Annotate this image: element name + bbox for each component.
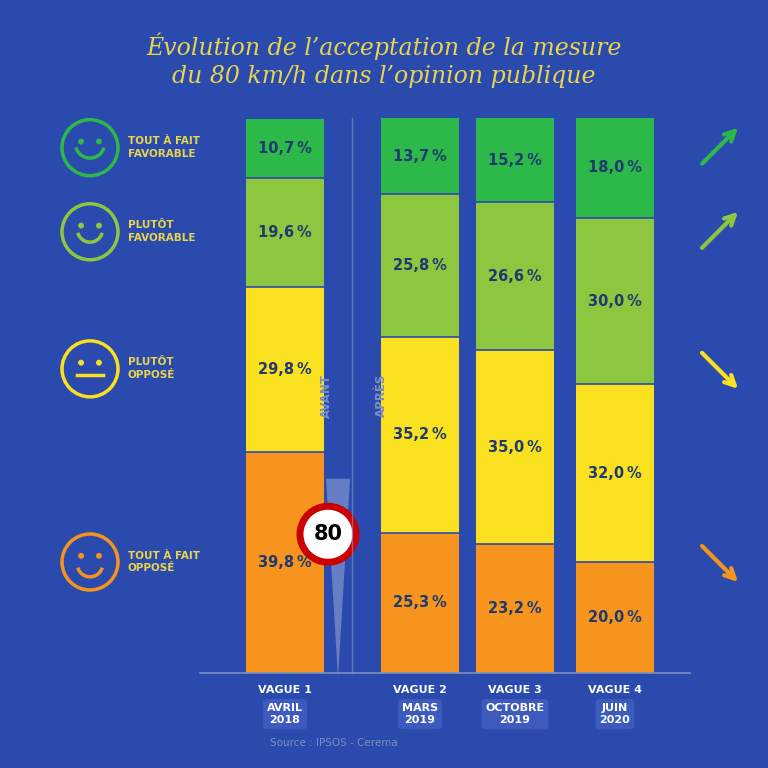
Text: PLUTÔT
OPPOSÉ: PLUTÔT OPPOSÉ [128, 357, 175, 380]
Text: PLUTÔT
FAVORABLE: PLUTÔT FAVORABLE [128, 220, 196, 243]
Text: 29,8 %: 29,8 % [258, 362, 312, 377]
Text: 30,0 %: 30,0 % [588, 293, 642, 309]
Bar [576, 118, 654, 218]
Text: Évolution de l’acceptation de la mesure: Évolution de l’acceptation de la mesure [147, 33, 621, 61]
Bar [476, 118, 554, 202]
Text: 32,0 %: 32,0 % [588, 465, 642, 481]
Bar [476, 350, 554, 545]
Text: AVANT: AVANT [320, 373, 333, 418]
Text: 35,2 %: 35,2 % [393, 428, 447, 442]
Text: 19,6 %: 19,6 % [258, 225, 312, 240]
Circle shape [79, 223, 83, 228]
Text: 80: 80 [313, 525, 343, 545]
Text: VAGUE 2: VAGUE 2 [393, 685, 447, 695]
Text: VAGUE 3: VAGUE 3 [488, 685, 542, 695]
Circle shape [79, 139, 83, 144]
Text: 39,8 %: 39,8 % [258, 555, 312, 570]
Circle shape [79, 554, 83, 558]
Bar [381, 194, 459, 337]
Text: 23,2 %: 23,2 % [488, 601, 541, 616]
Text: VAGUE 4: VAGUE 4 [588, 685, 642, 695]
Bar [246, 118, 324, 178]
Text: du 80 km/h dans l’opinion publique: du 80 km/h dans l’opinion publique [172, 65, 596, 88]
Bar [246, 178, 324, 286]
Bar [576, 385, 654, 562]
Text: TOUT À FAIT
FAVORABLE: TOUT À FAIT FAVORABLE [128, 136, 200, 159]
Bar [476, 545, 554, 673]
Text: 25,8 %: 25,8 % [393, 258, 447, 273]
Circle shape [97, 360, 101, 365]
Text: 15,2 %: 15,2 % [488, 153, 542, 167]
Circle shape [79, 360, 83, 365]
Bar [576, 562, 654, 673]
Bar [381, 532, 459, 673]
Text: 26,6 %: 26,6 % [488, 269, 541, 283]
Text: AVRIL
2018: AVRIL 2018 [267, 703, 303, 726]
Text: APRÈS: APRÈS [375, 374, 388, 417]
Bar [381, 118, 459, 194]
Text: 25,3 %: 25,3 % [393, 595, 447, 611]
Text: OCTOBRE
2019: OCTOBRE 2019 [485, 703, 545, 726]
Bar [246, 286, 324, 452]
Text: 13,7 %: 13,7 % [393, 148, 447, 164]
Text: JUIN
2020: JUIN 2020 [600, 703, 631, 726]
Circle shape [97, 554, 101, 558]
Bar [246, 452, 324, 673]
Circle shape [97, 139, 101, 144]
Bar [576, 218, 654, 385]
Text: 10,7 %: 10,7 % [258, 141, 312, 156]
Text: 35,0 %: 35,0 % [488, 439, 542, 455]
Polygon shape [326, 478, 350, 678]
Text: MARS
2019: MARS 2019 [402, 703, 438, 726]
Text: 18,0 %: 18,0 % [588, 161, 642, 175]
Circle shape [300, 506, 356, 562]
Circle shape [97, 223, 101, 228]
Text: 20,0 %: 20,0 % [588, 610, 642, 625]
Bar [476, 202, 554, 350]
Text: VAGUE 1: VAGUE 1 [258, 685, 312, 695]
Bar [381, 337, 459, 532]
Text: Source : IPSOS - Cerema: Source : IPSOS - Cerema [270, 738, 398, 748]
Text: TOUT À FAIT
OPPOSÉ: TOUT À FAIT OPPOSÉ [128, 551, 200, 574]
